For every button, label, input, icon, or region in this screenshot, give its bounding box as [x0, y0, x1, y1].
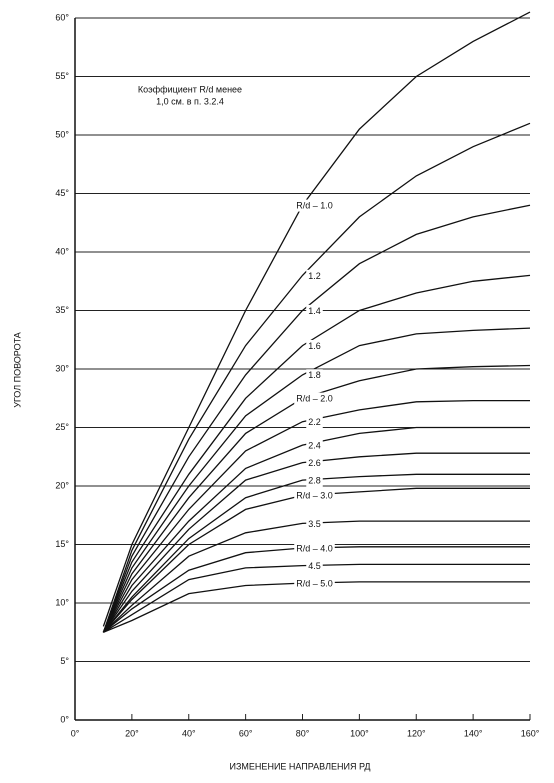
- label-bg: [306, 456, 323, 469]
- label-bg: [306, 474, 323, 487]
- y-tick-label: 55°: [55, 71, 69, 81]
- curve-label: R/d – 3.0: [296, 491, 333, 501]
- y-tick-label: 40°: [55, 246, 69, 256]
- y-tick-label: 60°: [55, 12, 69, 22]
- label-bg: [294, 489, 335, 502]
- annotation: Коэффициент R/d менее: [138, 84, 242, 94]
- curve-label: 1.2: [308, 271, 321, 281]
- label-bg: [306, 339, 323, 352]
- x-tick-label: 60°: [239, 728, 253, 738]
- x-tick-label: 80°: [296, 728, 310, 738]
- x-tick-label: 140°: [464, 728, 483, 738]
- annotation: 1,0 см. в п. 3.2.4: [156, 96, 224, 106]
- curve-label: R/d – 2.0: [296, 394, 333, 404]
- y-tick-label: 20°: [55, 480, 69, 490]
- y-tick-label: 10°: [55, 597, 69, 607]
- curve-label: R/d – 4.0: [296, 543, 333, 553]
- label-bg: [294, 392, 335, 405]
- curve: [102, 399, 530, 633]
- curve-label: 2.8: [308, 476, 321, 486]
- y-tick-label: 0°: [60, 714, 69, 724]
- curve-label: 2.6: [308, 458, 321, 468]
- label-bg: [306, 439, 323, 452]
- y-tick-label: 25°: [55, 422, 69, 432]
- curve: [102, 274, 531, 633]
- curve-label: 1.6: [308, 341, 321, 351]
- curve: [102, 546, 530, 633]
- curve-label: 2.2: [308, 417, 321, 427]
- curve: [102, 426, 530, 633]
- y-tick-label: 35°: [55, 305, 69, 315]
- curve-label: 2.4: [308, 440, 321, 450]
- curve: [102, 473, 530, 633]
- curve: [102, 204, 531, 633]
- y-tick-label: 45°: [55, 188, 69, 198]
- y-tick-label: 50°: [55, 129, 69, 139]
- label-bg: [294, 199, 335, 212]
- y-tick-label: 15°: [55, 539, 69, 549]
- curve: [103, 563, 530, 633]
- curve: [102, 327, 531, 633]
- x-tick-label: 0°: [71, 728, 80, 738]
- y-tick-label: 5°: [60, 656, 69, 666]
- curve-label: R/d – 5.0: [296, 578, 333, 588]
- curve-label: 1.4: [308, 306, 321, 316]
- curve-label: 4.5: [308, 561, 321, 571]
- label-bg: [306, 269, 323, 282]
- x-tick-label: 160°: [521, 728, 540, 738]
- x-axis-label: ИЗМЕНЕНИЕ НАПРАВЛЕНИЯ РД: [230, 761, 371, 771]
- label-bg: [294, 577, 335, 590]
- curve-label: 3.5: [308, 519, 321, 529]
- curve: [102, 520, 530, 633]
- curve-label: 1.8: [308, 370, 321, 380]
- label-bg: [306, 559, 323, 572]
- y-axis-label: УГОЛ ПОВОРОТА: [12, 332, 22, 408]
- x-tick-label: 100°: [350, 728, 369, 738]
- x-tick-label: 120°: [407, 728, 426, 738]
- label-bg: [306, 517, 323, 530]
- label-bg: [306, 369, 323, 382]
- label-bg: [306, 416, 323, 429]
- x-tick-label: 40°: [182, 728, 196, 738]
- label-bg: [306, 304, 323, 317]
- x-tick-label: 20°: [125, 728, 139, 738]
- label-bg: [294, 542, 335, 555]
- curve: [102, 452, 530, 633]
- y-tick-label: 30°: [55, 363, 69, 373]
- curve: [102, 122, 531, 633]
- curve-label: R/d – 1.0: [296, 201, 333, 211]
